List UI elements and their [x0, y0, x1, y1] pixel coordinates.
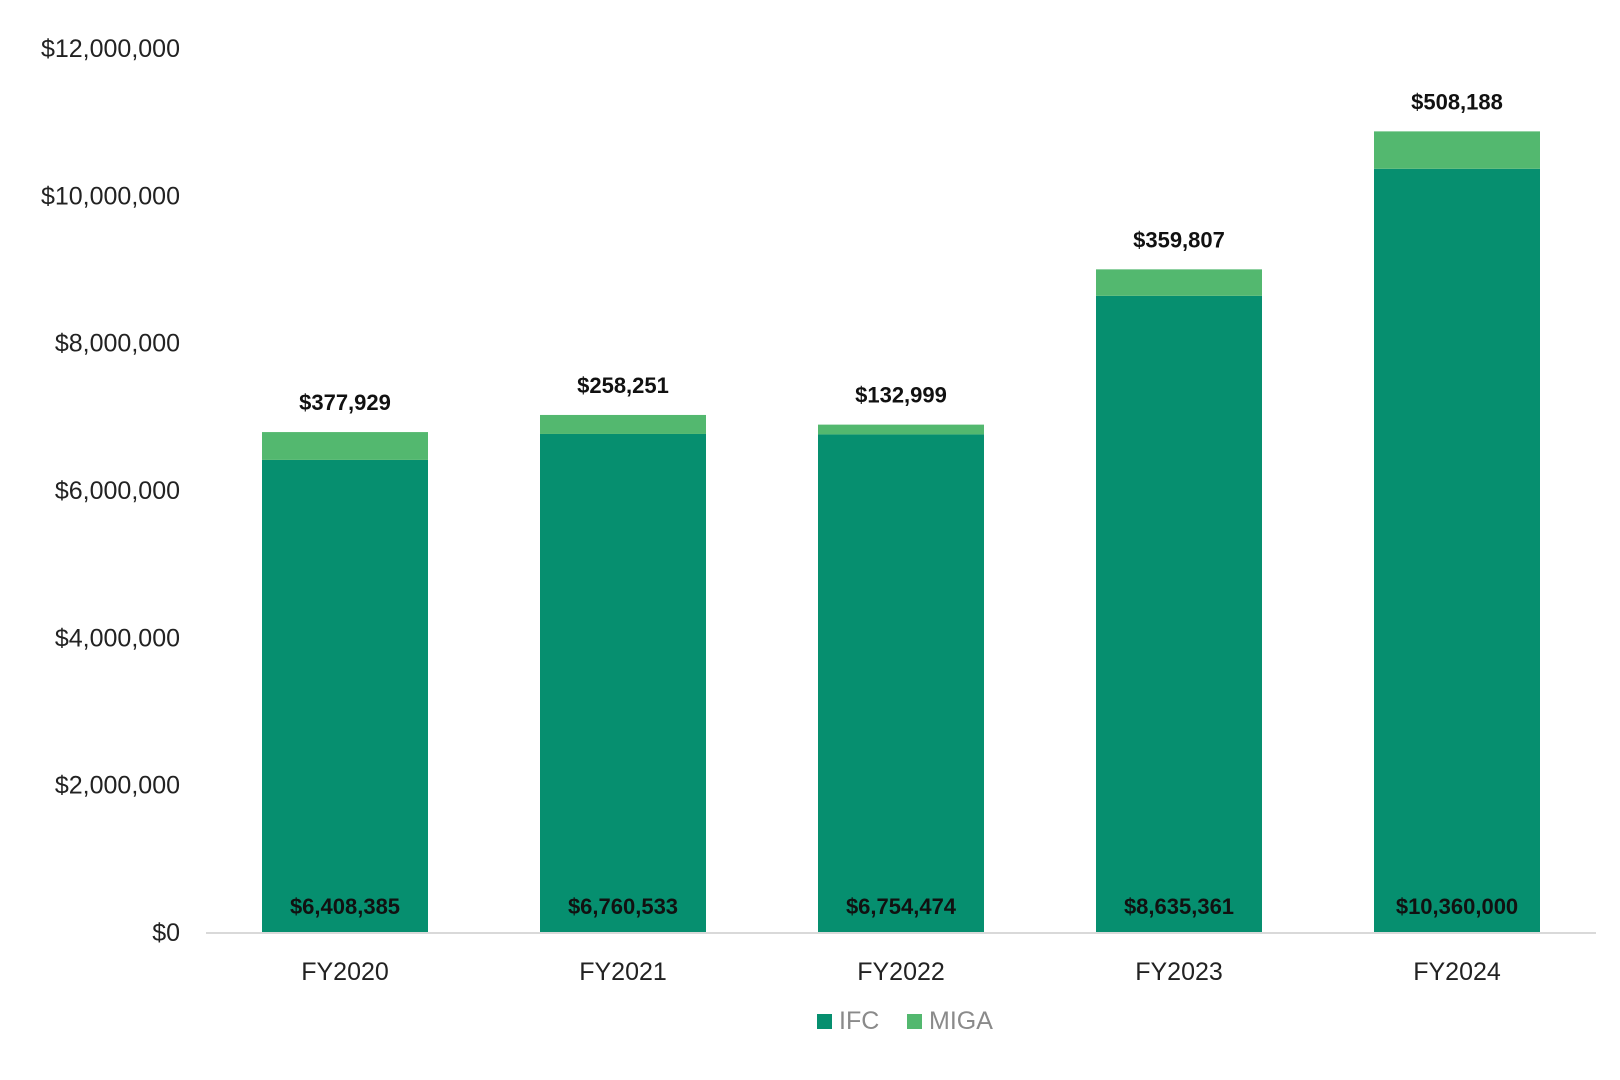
bar-segment-ifc-fy2023	[1096, 295, 1262, 933]
bar-segment-miga-fy2022	[818, 424, 984, 435]
bar-segment-ifc-fy2022	[818, 434, 984, 932]
y-tick-label: $12,000,000	[41, 35, 180, 63]
data-label-ifc-fy2022: $6,754,474	[846, 894, 957, 919]
y-tick-label: $6,000,000	[55, 477, 180, 505]
bar-segment-miga-fy2020	[262, 432, 428, 460]
data-label-ifc-fy2021: $6,760,533	[568, 894, 678, 919]
y-tick-label: $4,000,000	[55, 624, 180, 652]
data-label-ifc-fy2020: $6,408,385	[290, 894, 400, 919]
legend: IFC MIGA	[817, 1007, 993, 1035]
x-tick-label-fy2021: FY2021	[579, 958, 667, 986]
y-tick-label: $8,000,000	[55, 330, 180, 358]
legend-label-ifc: IFC	[839, 1007, 879, 1035]
data-label-miga-fy2020: $377,929	[299, 390, 391, 415]
bar-segment-ifc-fy2020	[262, 459, 428, 932]
bar-segment-ifc-fy2024	[1374, 168, 1540, 932]
bar-segment-ifc-fy2021	[540, 433, 706, 932]
data-label-miga-fy2021: $258,251	[577, 373, 669, 398]
x-tick-label-fy2024: FY2024	[1413, 958, 1501, 986]
data-label-ifc-fy2023: $8,635,361	[1124, 894, 1234, 919]
data-label-miga-fy2024: $508,188	[1411, 89, 1503, 114]
legend-item-ifc: IFC	[817, 1007, 879, 1035]
data-label-miga-fy2023: $359,807	[1133, 227, 1225, 252]
bars-group	[262, 131, 1540, 933]
bar-segment-miga-fy2024	[1374, 131, 1540, 169]
legend-label-miga: MIGA	[929, 1007, 993, 1035]
x-tick-label-fy2020: FY2020	[301, 958, 389, 986]
bar-segment-miga-fy2021	[540, 414, 706, 434]
y-tick-label: $2,000,000	[55, 772, 180, 800]
x-tick-label-fy2023: FY2023	[1135, 958, 1223, 986]
y-tick-label: $0	[152, 919, 180, 947]
x-tick-label-fy2022: FY2022	[857, 958, 945, 986]
legend-item-miga: MIGA	[907, 1007, 993, 1035]
data-labels-group: $6,408,385 $377,929 $6,760,533 $258,251 $6,7…	[290, 89, 1518, 919]
y-tick-label: $10,000,000	[41, 182, 180, 210]
legend-swatch-miga	[907, 1014, 922, 1029]
bar-segment-miga-fy2023	[1096, 269, 1262, 296]
legend-swatch-ifc	[817, 1014, 832, 1029]
y-axis-tick-labels: $0 $2,000,000 $4,000,000 $6,000,000 $8,000,0…	[41, 35, 180, 947]
data-label-ifc-fy2024: $10,360,000	[1396, 894, 1518, 919]
x-axis-tick-labels: FY2020 FY2021 FY2022 FY2023 FY2024	[301, 958, 1501, 986]
data-label-miga-fy2022: $132,999	[855, 383, 947, 408]
